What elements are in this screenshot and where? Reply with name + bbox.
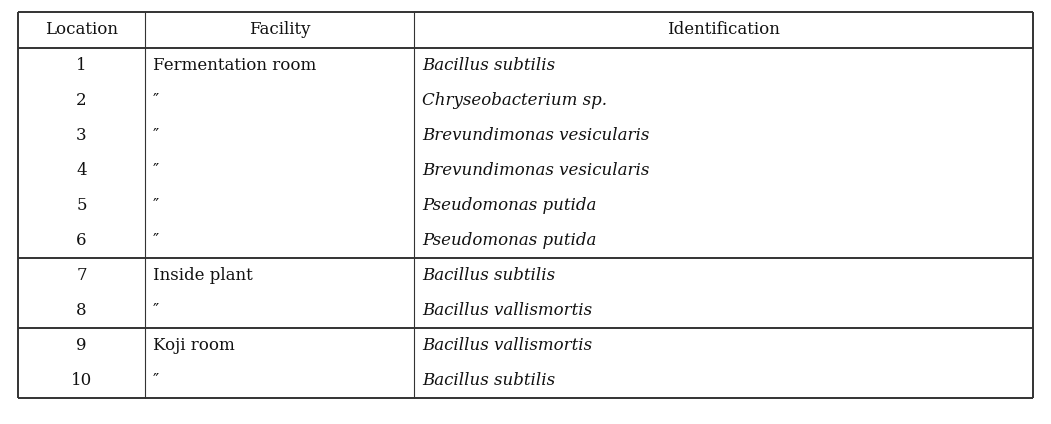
Text: Chryseobacterium sp.: Chryseobacterium sp. [421, 92, 606, 109]
Text: ″: ″ [152, 302, 159, 319]
Text: Fermentation room: Fermentation room [152, 57, 316, 74]
Text: ″: ″ [152, 92, 159, 109]
Text: ″: ″ [152, 127, 159, 144]
Text: Brevundimonas vesicularis: Brevundimonas vesicularis [421, 127, 650, 144]
Text: 2: 2 [76, 92, 87, 109]
Text: Facility: Facility [249, 22, 310, 39]
Text: Bacillus subtilis: Bacillus subtilis [421, 57, 555, 74]
Text: 3: 3 [76, 127, 87, 144]
Text: Bacillus subtilis: Bacillus subtilis [421, 267, 555, 284]
Text: Location: Location [45, 22, 118, 39]
Text: Identification: Identification [667, 22, 780, 39]
Text: Bacillus vallismortis: Bacillus vallismortis [421, 302, 592, 319]
Text: Pseudomonas putida: Pseudomonas putida [421, 197, 596, 214]
Text: 8: 8 [76, 302, 87, 319]
Text: ″: ″ [152, 372, 159, 389]
Text: 4: 4 [76, 162, 87, 179]
Text: Pseudomonas putida: Pseudomonas putida [421, 232, 596, 249]
Text: 1: 1 [76, 57, 87, 74]
Text: ″: ″ [152, 197, 159, 214]
Text: 6: 6 [76, 232, 86, 249]
Text: 5: 5 [76, 197, 86, 214]
Text: 7: 7 [76, 267, 87, 284]
Text: ″: ″ [152, 232, 159, 249]
Text: 10: 10 [70, 372, 92, 389]
Text: Koji room: Koji room [152, 337, 234, 354]
Text: 9: 9 [76, 337, 86, 354]
Text: Bacillus vallismortis: Bacillus vallismortis [421, 337, 592, 354]
Text: Bacillus subtilis: Bacillus subtilis [421, 372, 555, 389]
Text: Brevundimonas vesicularis: Brevundimonas vesicularis [421, 162, 650, 179]
Text: Inside plant: Inside plant [152, 267, 252, 284]
Text: ″: ″ [152, 162, 159, 179]
